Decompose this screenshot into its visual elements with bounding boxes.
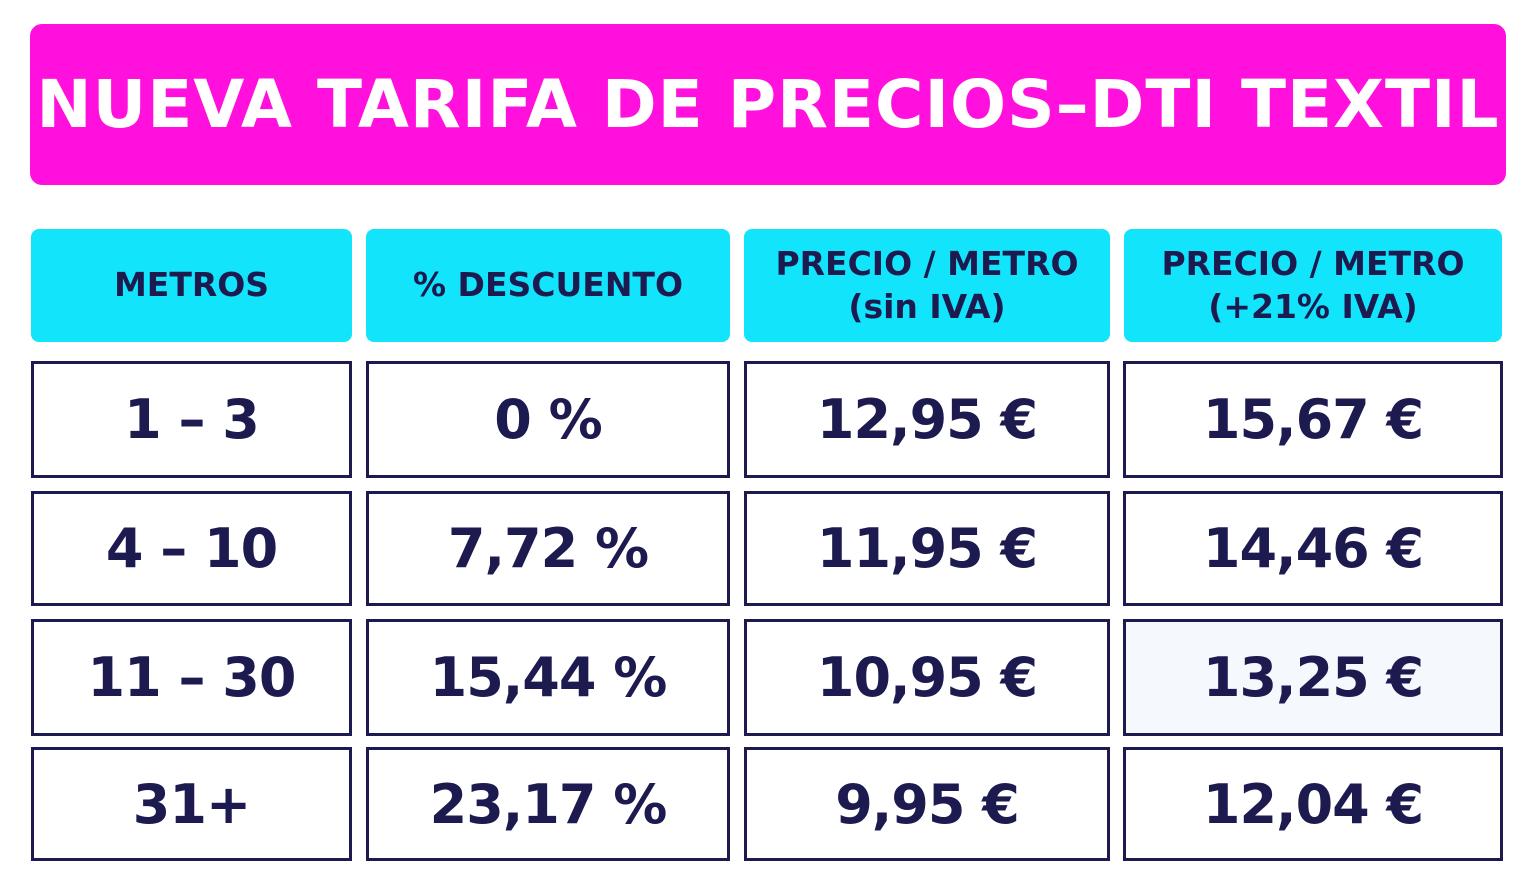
cell-precio-con-iva: 15,67 € bbox=[1123, 361, 1503, 478]
cell-metros: 4 – 10 bbox=[31, 491, 352, 606]
cell-metros: 31+ bbox=[31, 747, 352, 861]
header-precio-con-iva: PRECIO / METRO (+21% IVA) bbox=[1124, 229, 1502, 342]
cell-descuento: 23,17 % bbox=[366, 747, 730, 861]
cell-precio-sin-iva: 10,95 € bbox=[744, 619, 1110, 736]
header-sublabel: (sin IVA) bbox=[848, 286, 1006, 326]
cell-precio-sin-iva: 11,95 € bbox=[744, 491, 1110, 606]
cell-metros: 1 – 3 bbox=[31, 361, 352, 478]
header-label: % DESCUENTO bbox=[413, 265, 683, 305]
header-label: PRECIO / METRO bbox=[775, 243, 1079, 283]
cell-precio-sin-iva: 9,95 € bbox=[744, 747, 1110, 861]
cell-descuento: 15,44 % bbox=[366, 619, 730, 736]
cell-metros: 11 – 30 bbox=[31, 619, 352, 736]
cell-descuento: 7,72 % bbox=[366, 491, 730, 606]
header-descuento: % DESCUENTO bbox=[366, 229, 730, 342]
cell-precio-sin-iva: 12,95 € bbox=[744, 361, 1110, 478]
header-metros: METROS bbox=[31, 229, 352, 342]
cell-precio-con-iva: 13,25 € bbox=[1123, 619, 1503, 736]
cell-descuento: 0 % bbox=[366, 361, 730, 478]
header-precio-sin-iva: PRECIO / METRO (sin IVA) bbox=[744, 229, 1110, 342]
cell-precio-con-iva: 14,46 € bbox=[1123, 491, 1503, 606]
header-sublabel: (+21% IVA) bbox=[1208, 286, 1418, 326]
title-banner: NUEVA TARIFA DE PRECIOS–DTI TEXTIL bbox=[30, 24, 1506, 185]
cell-precio-con-iva: 12,04 € bbox=[1123, 747, 1503, 861]
page-title: NUEVA TARIFA DE PRECIOS–DTI TEXTIL bbox=[36, 66, 1500, 143]
header-label: METROS bbox=[113, 265, 270, 305]
header-label: PRECIO / METRO bbox=[1161, 243, 1465, 283]
